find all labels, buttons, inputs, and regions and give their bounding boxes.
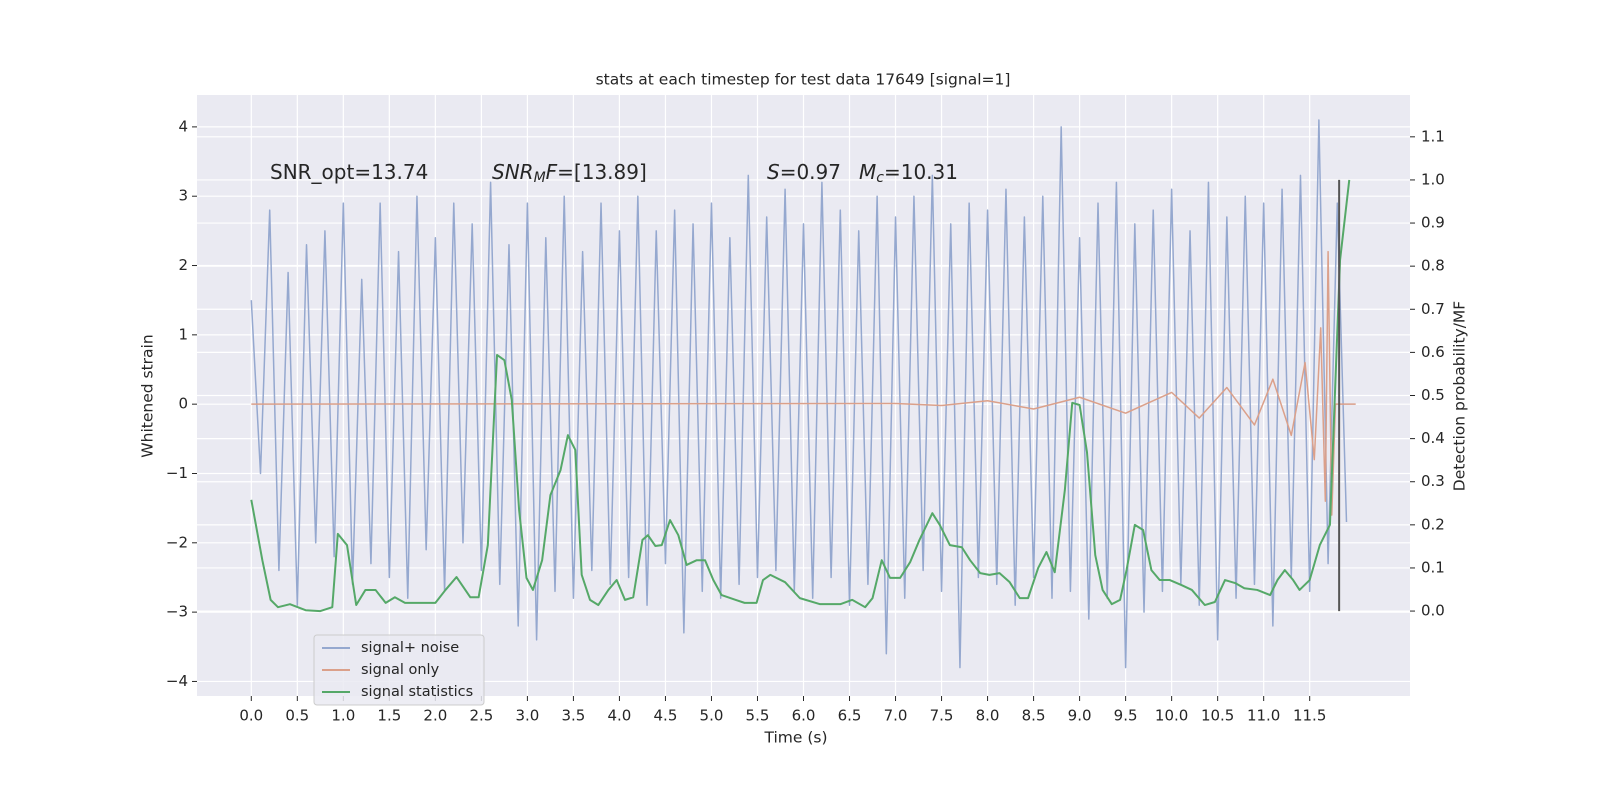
x-tick-label: 5.5 — [746, 707, 770, 725]
y-tick-label: −1 — [166, 464, 188, 482]
x-tick-label: 7.5 — [930, 707, 954, 725]
x-tick-label: 2.0 — [423, 707, 447, 725]
series-line — [251, 250, 1356, 516]
annotation-part: SNR_opt=13.74 — [270, 160, 428, 184]
x-tick-label: 0.5 — [285, 707, 309, 725]
chart-title: stats at each timestep for test data 176… — [596, 71, 1011, 89]
y-tick-label: −3 — [166, 603, 188, 621]
y-tick-label: −4 — [166, 672, 188, 690]
labels: 0.0 0.5 1.0 1.5 2.0 2.5 3.0 3.5 4.0 4.5 5.0 5.5 6.0 6… — [166, 117, 1445, 724]
annotation: S=0.97 — [767, 160, 841, 184]
x-tick-label: 1.0 — [331, 707, 355, 725]
annotation-part: =[13.89] — [557, 160, 647, 184]
y-tick-label: 3 — [178, 187, 188, 205]
y2-tick-label: 0.5 — [1421, 386, 1445, 404]
y2-tick-label: 1.0 — [1421, 170, 1445, 188]
annotation: SNRMF=[13.89] — [492, 160, 647, 187]
y-tick-label: 0 — [178, 395, 188, 413]
grid — [197, 95, 1410, 696]
y2-tick-label: 0.9 — [1421, 214, 1445, 232]
x-tick-label: 0.0 — [239, 707, 263, 725]
annotation-part: SNR — [492, 160, 534, 184]
x-tick-label: 8.0 — [976, 707, 1000, 725]
y2-tick-label: 0.6 — [1421, 343, 1445, 361]
x-tick-label: 6.5 — [838, 707, 862, 725]
y-tick-label: 2 — [178, 256, 188, 274]
x-tick-label: 1.5 — [377, 707, 401, 725]
legend: signal+ noise signal only signal statistic… — [313, 634, 485, 706]
y2-tick-label: 0.3 — [1421, 472, 1445, 490]
y2-tick-label: 0.4 — [1421, 429, 1445, 447]
y-tick-label: 1 — [178, 325, 188, 343]
annotation: SNR_opt=13.74 — [270, 160, 428, 184]
series-line — [250, 179, 1351, 613]
x-axis-label: Time (s) — [763, 729, 827, 747]
x-tick-label: 6.0 — [792, 707, 816, 725]
y2-tick-label: 0.1 — [1421, 558, 1445, 576]
annotation-part: =10.31 — [884, 160, 958, 184]
x-tick-label: 4.0 — [608, 707, 632, 725]
annotation-part: M — [859, 160, 876, 184]
annotation-part: S — [767, 160, 780, 184]
x-tick-label: 11.0 — [1247, 707, 1280, 725]
legend-label: signal+ noise — [361, 640, 459, 656]
annotation-part: F — [546, 160, 558, 184]
x-tick-label: 7.0 — [884, 707, 908, 725]
y2-tick-label: 0.8 — [1421, 257, 1445, 275]
y-tick-label: −2 — [166, 533, 188, 551]
y2-tick-label: 0.2 — [1421, 515, 1445, 533]
x-tick-label: 3.5 — [561, 707, 585, 725]
y2-tick-label: 0.7 — [1421, 300, 1445, 318]
x-tick-label: 8.5 — [1022, 707, 1046, 725]
annotation: Mc=10.31 — [859, 160, 958, 187]
legend-label: signal statistics — [361, 684, 473, 700]
annotation-part: =0.97 — [780, 160, 841, 184]
marks — [250, 119, 1356, 669]
y-axis-label: Whitened strain — [139, 334, 157, 457]
legend-box — [313, 634, 485, 706]
x-tick-label: 11.5 — [1293, 707, 1326, 725]
y2-tick-label: 1.1 — [1421, 127, 1445, 145]
x-tick-label: 5.0 — [700, 707, 724, 725]
x-tick-label: 3.0 — [515, 707, 539, 725]
x-tick-label: 9.0 — [1068, 707, 1092, 725]
x-tick-label: 10.5 — [1201, 707, 1234, 725]
y2-axis-label: Detection probability/MF — [1451, 301, 1469, 492]
legend-label: signal only — [361, 662, 440, 678]
annotation-part: c — [876, 170, 884, 186]
x-tick-label: 2.5 — [469, 707, 493, 725]
annotation-part: M — [534, 170, 546, 186]
y-tick-label: 4 — [178, 117, 188, 135]
y2-tick-label: 0.0 — [1421, 602, 1445, 620]
x-tick-label: 10.0 — [1155, 707, 1188, 725]
series-line — [250, 119, 1348, 669]
x-tick-label: 4.5 — [654, 707, 678, 725]
x-tick-label: 9.5 — [1114, 707, 1138, 725]
